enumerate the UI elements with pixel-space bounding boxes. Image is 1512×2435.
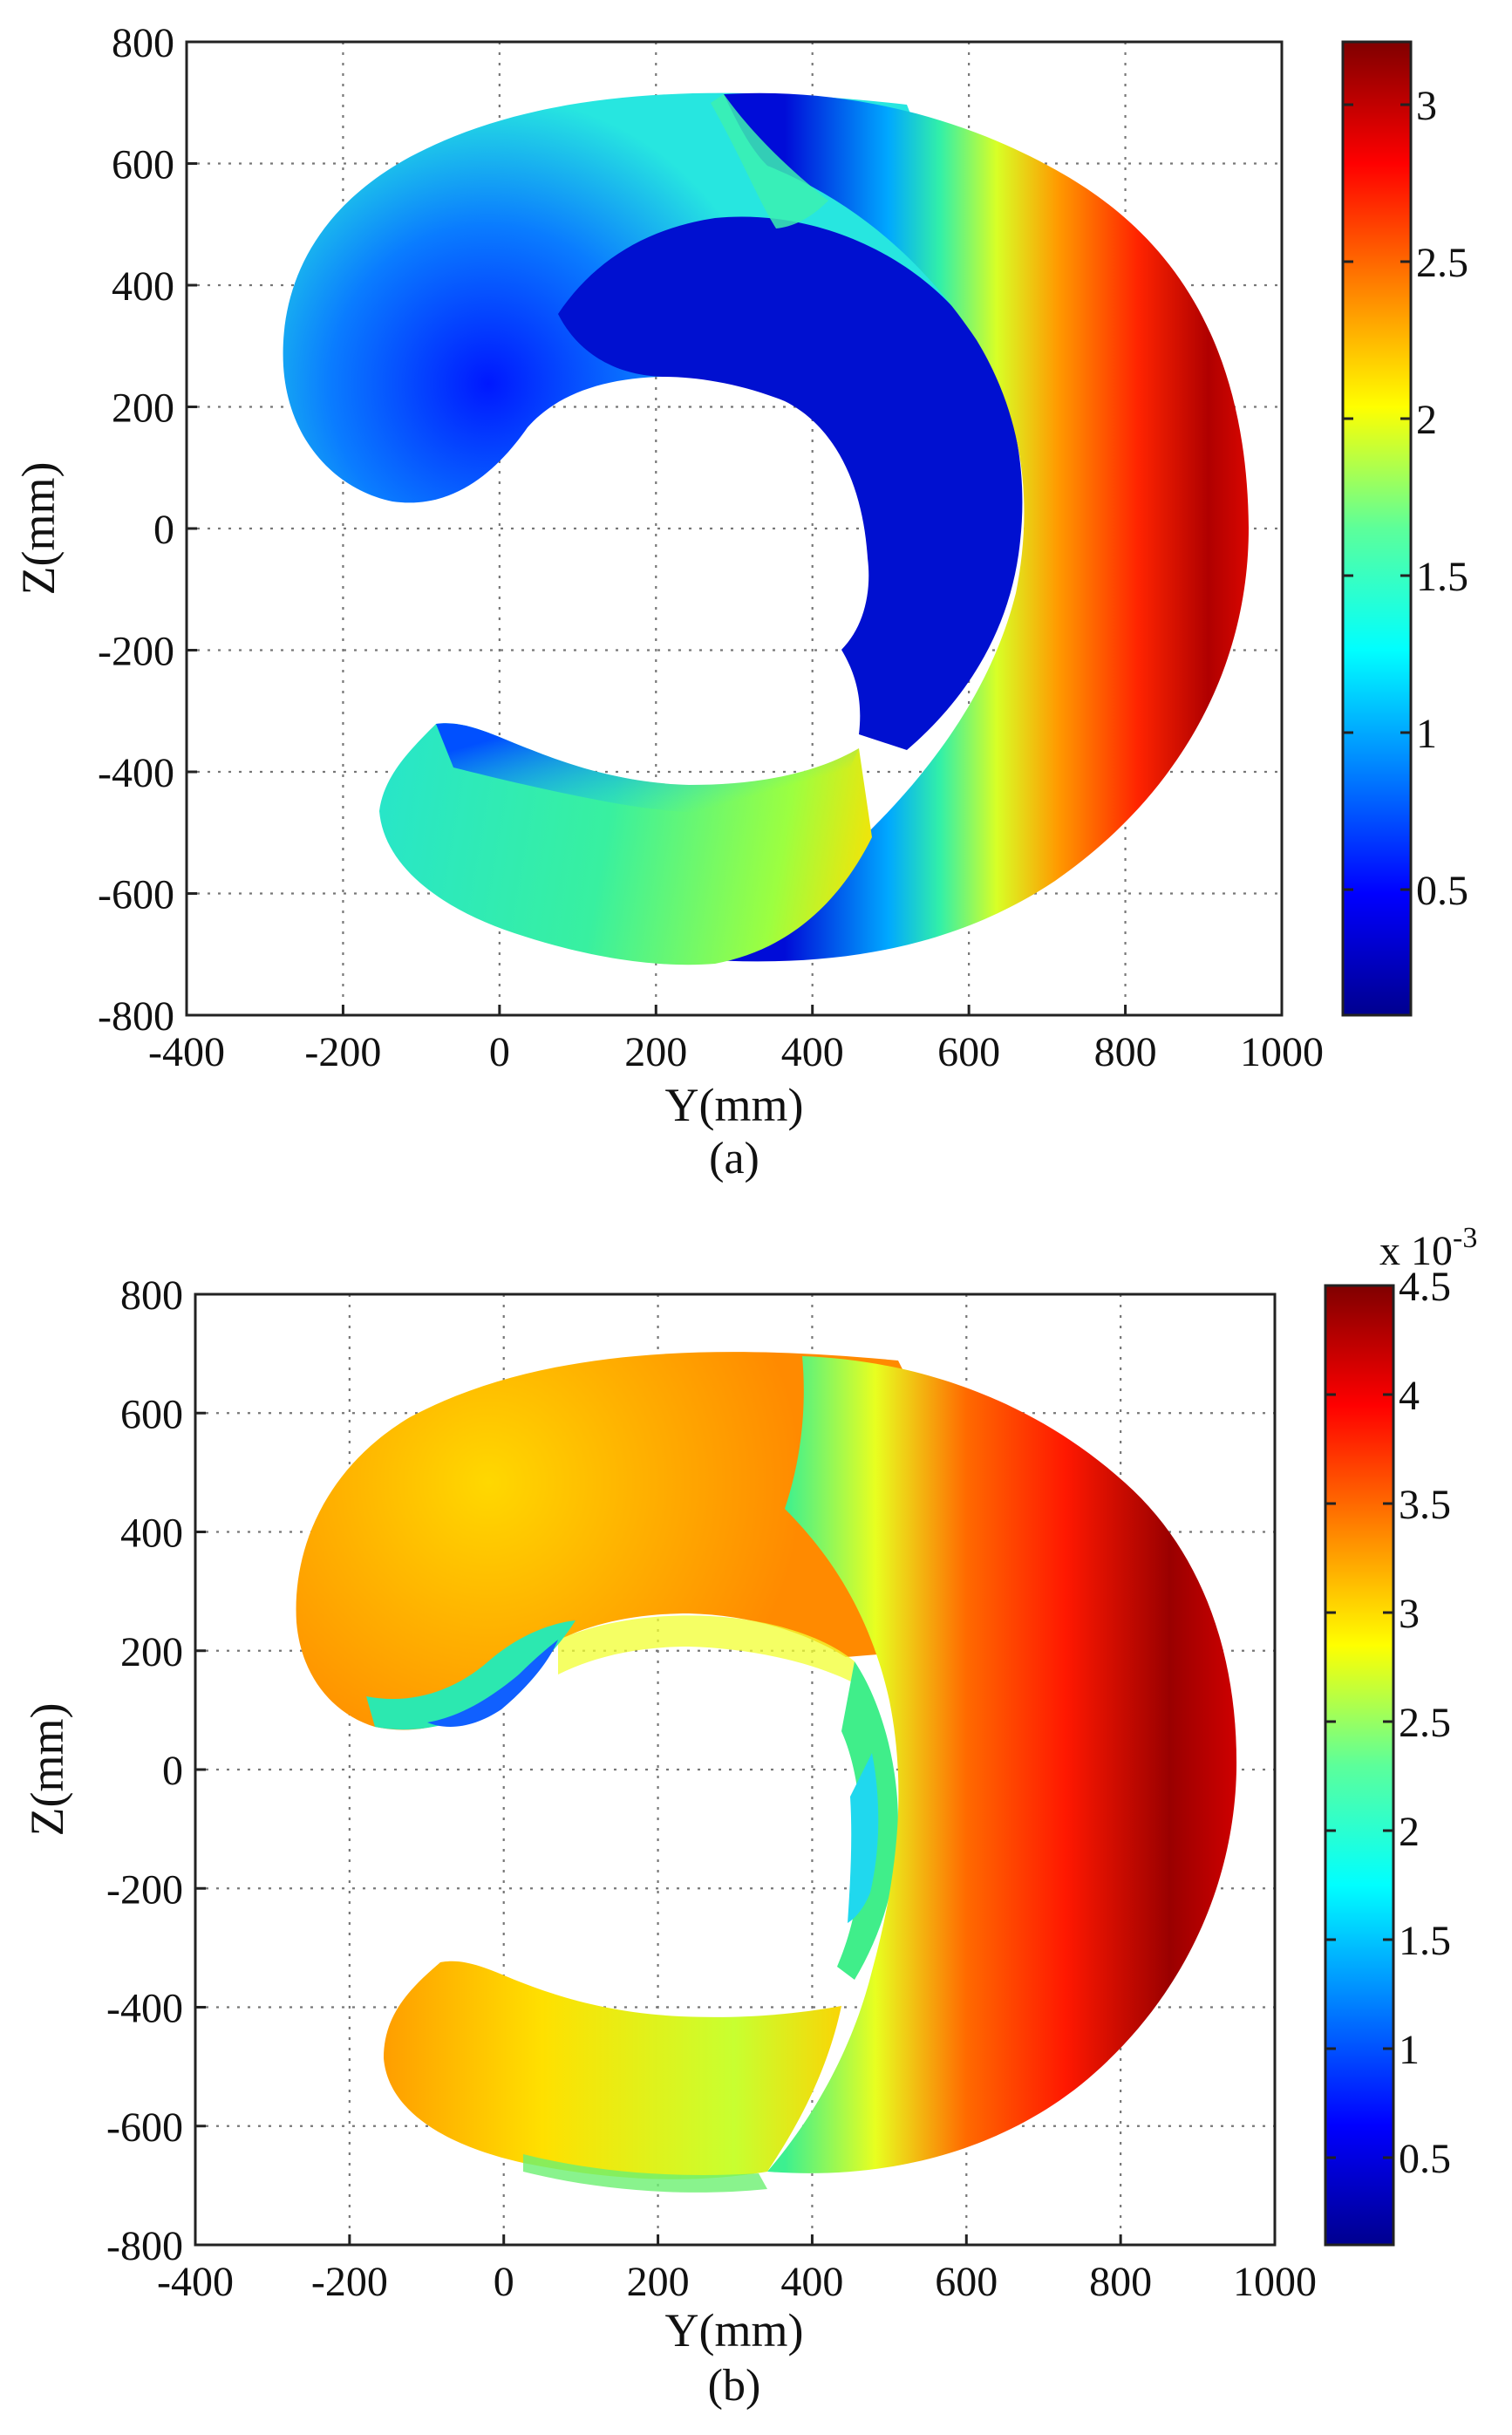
y-axis-label-a: Z(mm)	[12, 462, 65, 596]
y-tick-label: 800	[112, 20, 174, 66]
y-tick-label: 0	[162, 1748, 183, 1794]
y-tick-label: 800	[120, 1272, 183, 1319]
panel-a: -400 -200 0 200 400 600 800 1000 8006004002000-…	[12, 20, 1468, 1183]
x-axis-label-b: Y(mm)	[665, 2304, 804, 2357]
colorbar-tick-label: 4	[1399, 1373, 1420, 1419]
y-tick-label: -600	[98, 872, 174, 918]
colorbar-tick-label: 3	[1416, 83, 1437, 129]
y-tick-label: 200	[112, 385, 174, 432]
outer-rim-b	[767, 1356, 1237, 2173]
x-tick-label: -200	[304, 1029, 381, 1075]
y-tick-label: -400	[98, 750, 174, 796]
y-tick-label: -200	[106, 1866, 183, 1913]
y-ticks-a: 800 600 400 200 0 -200 -400 -600 -800	[98, 20, 197, 1040]
x-tick-label: -200	[311, 2259, 388, 2305]
y-tick-label: 0	[153, 507, 174, 553]
colorbar-tick-label: 4.5	[1399, 1264, 1451, 1310]
colorbar-ticks-b: 0.5 1 1.5 2 2.5 3 3.5 4 4.5	[1325, 1264, 1451, 2182]
inner-edge-blue-b	[427, 1640, 558, 1727]
colorbar-exponent-base: x 10	[1379, 1228, 1453, 1274]
lower-lobe-green-b	[523, 2154, 767, 2193]
y-axis-label-b: Z(mm)	[21, 1703, 73, 1837]
colorbar-tick-label: 2.5	[1416, 240, 1468, 286]
x-ticks-a: -400 -200 0 200 400 600 800 1000	[148, 1005, 1324, 1075]
colorbar-ticks-a: 0.5 1 1.5 2 2.5 3	[1343, 83, 1468, 914]
colorbar-gradient-a	[1341, 40, 1413, 1017]
x-tick-label: 400	[780, 2259, 843, 2305]
colorbar-tick-label: 0.5	[1399, 2136, 1451, 2182]
colorbar-gradient-b	[1324, 1284, 1395, 2247]
colorbar-tick-label: 2.5	[1399, 1700, 1451, 1746]
colorbar-tick-label: 1	[1416, 711, 1437, 757]
colorbar-tick-label: 0.5	[1416, 868, 1468, 914]
y-tick-label: 600	[120, 1391, 183, 1437]
colorbar-tick-label: 2	[1399, 1809, 1420, 1855]
x-tick-label: 400	[781, 1029, 844, 1075]
x-tick-label: 0	[494, 2259, 514, 2305]
colorbar-tick-label: 2	[1416, 397, 1437, 443]
y-tick-label: -800	[98, 993, 174, 1040]
y-tick-label: 400	[120, 1511, 183, 1557]
x-axis-label-a: Y(mm)	[665, 1079, 804, 1131]
x-tick-label: 600	[937, 1029, 1000, 1075]
lower-lobe-b	[384, 1961, 841, 2179]
y-tick-label: -800	[106, 2223, 183, 2269]
inner-edge-b	[366, 1620, 576, 1730]
x-tick-label: 800	[1094, 1029, 1157, 1075]
inner-cyan-b	[848, 1753, 879, 1923]
x-ticks-b: -400 -200 0 200 400 600 800 1000	[157, 2234, 1317, 2305]
y-tick-label: 400	[112, 263, 174, 310]
outer-rim-a	[698, 92, 1249, 962]
colorbar-tick-label: 1	[1399, 2027, 1420, 2073]
cyan-band-a	[711, 94, 828, 228]
colorbar-tick-label: 1.5	[1416, 554, 1468, 600]
upper-lobe-inner-b	[558, 1615, 855, 1683]
lower-lobe-inner-a	[436, 723, 859, 814]
y-tick-label: -200	[98, 629, 174, 675]
x-tick-label: 0	[489, 1029, 510, 1075]
y-tick-label: 200	[120, 1629, 183, 1675]
inner-crescent-a	[558, 216, 1023, 750]
x-tick-label: 1000	[1240, 1029, 1324, 1075]
panel-caption-a: (a)	[709, 1134, 759, 1183]
colorbar-exponent-b: x 10-3	[1379, 1222, 1477, 1274]
colorbar-b: 0.5 1 1.5 2 2.5 3 3.5 4 4.5 x 10-3	[1324, 1222, 1477, 2247]
colorbar-a: 0.5 1 1.5 2 2.5 3	[1341, 40, 1468, 1017]
colorbar-tick-label: 3	[1399, 1591, 1420, 1637]
field-shape-a	[283, 92, 1249, 965]
colorbar-tick-label: 3.5	[1399, 1482, 1451, 1528]
y-tick-label: -600	[106, 2104, 183, 2151]
panel-b: -400 -200 0 200 400 600 800 1000 8006004002000-…	[21, 1222, 1477, 2411]
panel-caption-b: (b)	[708, 2361, 761, 2411]
field-shape-b	[296, 1352, 1237, 2193]
colorbar-exponent-power: -3	[1453, 1222, 1477, 1254]
y-tick-label: 600	[112, 142, 174, 188]
x-tick-label: -400	[148, 1029, 225, 1075]
x-tick-label: 600	[935, 2259, 998, 2305]
x-tick-label: 1000	[1233, 2259, 1317, 2305]
colorbar-tick-label: 1.5	[1399, 1918, 1451, 1964]
y-ticks-b: 800 600 400 200 0 -200 -400 -600 -800	[106, 1272, 206, 2269]
x-tick-label: 200	[627, 2259, 690, 2305]
x-tick-label: 800	[1089, 2259, 1152, 2305]
y-tick-label: -400	[106, 1986, 183, 2032]
x-tick-label: 200	[624, 1029, 687, 1075]
x-tick-label: -400	[157, 2259, 234, 2305]
